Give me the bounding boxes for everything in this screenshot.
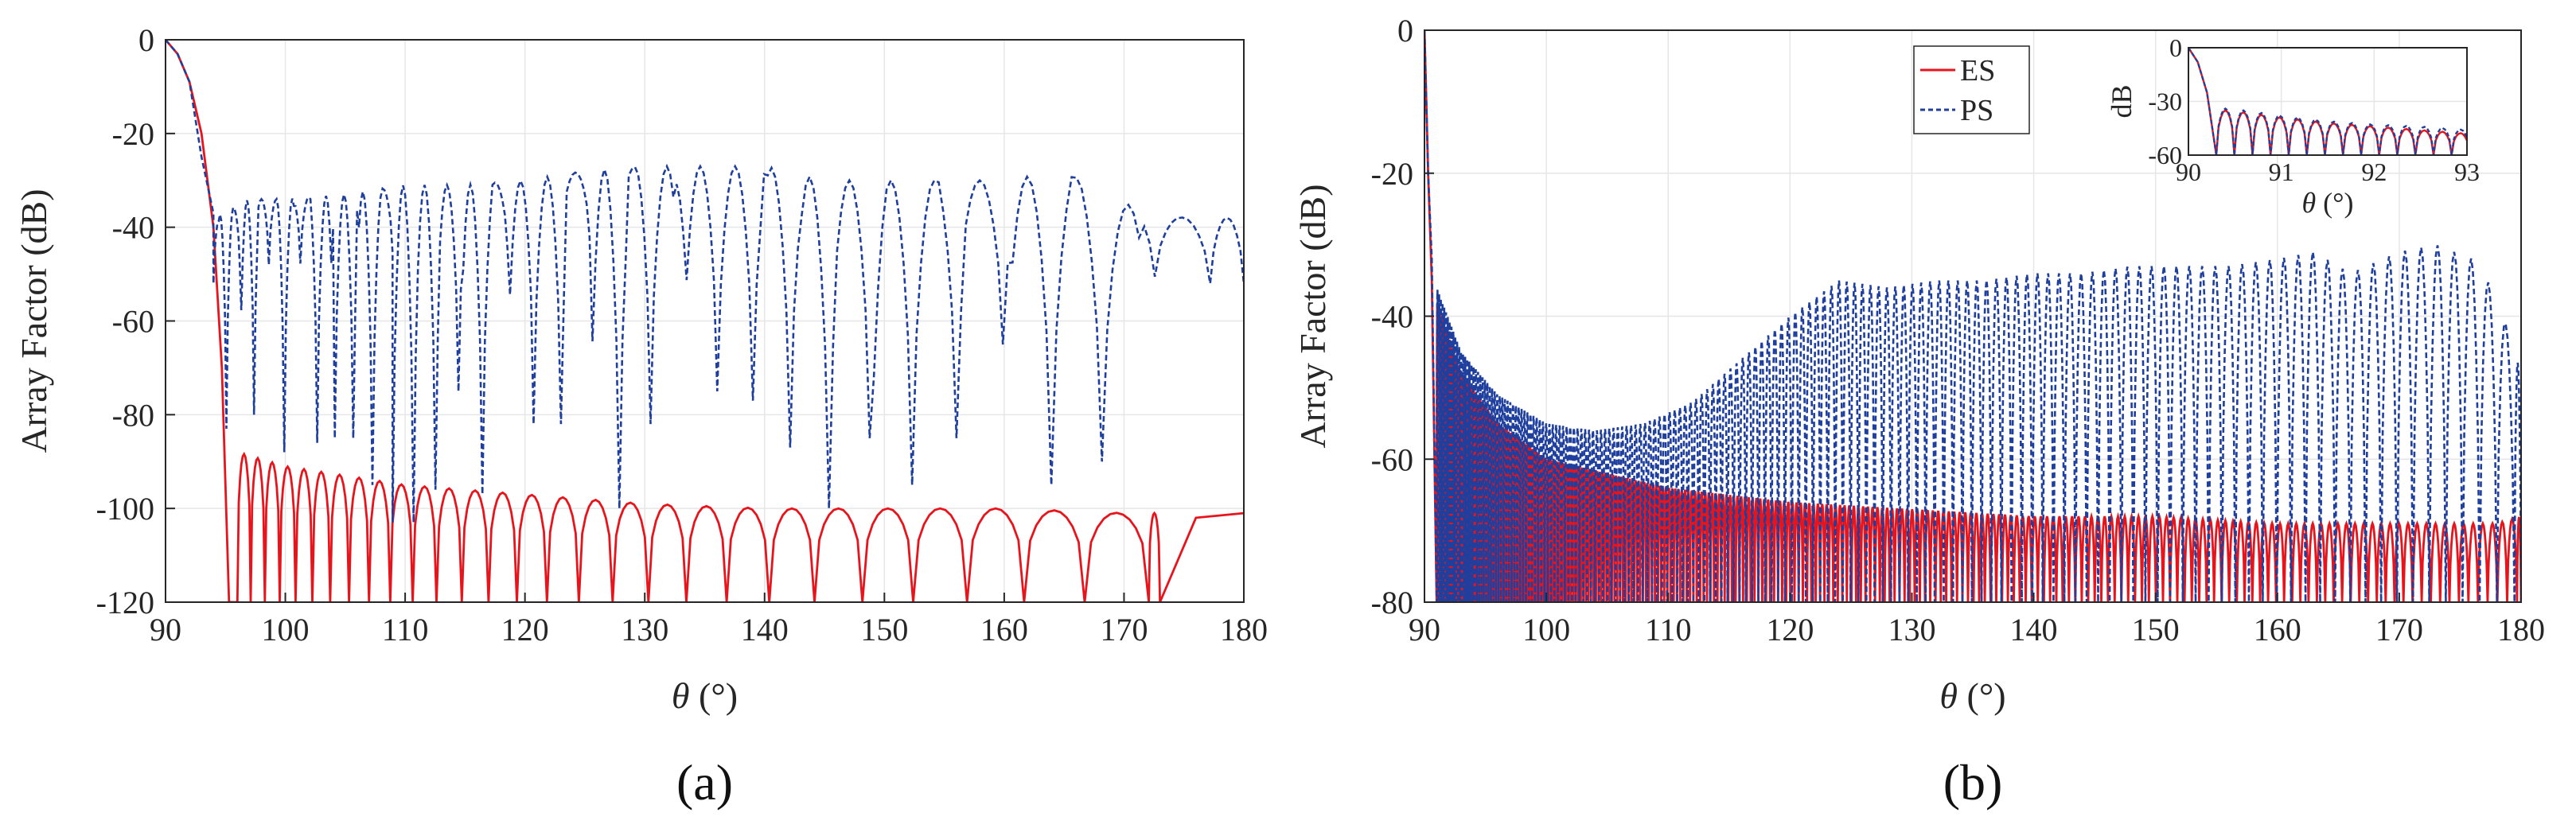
- y-tick-label: -80: [112, 397, 154, 433]
- x-tick-label: 110: [382, 612, 429, 648]
- series-line-ps: [166, 40, 1244, 523]
- x-tick-label: 130: [1888, 612, 1935, 648]
- inset-series-ps: [2188, 48, 2467, 155]
- x-tick-label: 120: [501, 612, 549, 648]
- inset-y-tick-label: -30: [2148, 88, 2182, 116]
- x-tick-label: 140: [741, 612, 789, 648]
- y-tick-label: -120: [96, 585, 154, 620]
- inset-x-tick-label: 90: [2176, 158, 2201, 186]
- x-tick-label: 110: [1645, 612, 1692, 648]
- inset-x-tick-label: 91: [2269, 158, 2294, 186]
- x-tick-label: 160: [2254, 612, 2301, 648]
- y-tick-label: -80: [1371, 585, 1413, 620]
- inset-x-tick-label: 92: [2361, 158, 2387, 186]
- y-tick-label: 0: [138, 22, 154, 58]
- inset-y-tick-label: 0: [2169, 33, 2182, 62]
- y-axis-label: Array Factor (dB): [14, 189, 54, 453]
- x-axis-label: θ (°): [1939, 675, 2005, 716]
- legend-label-ps: PS: [1960, 94, 1993, 127]
- y-tick-label: -20: [112, 116, 154, 152]
- y-tick-label: -100: [96, 491, 154, 527]
- x-tick-label: 170: [1100, 612, 1148, 648]
- plot-area: [166, 40, 1244, 602]
- inset-y-axis-label: dB: [2106, 84, 2138, 118]
- chart-a: 90 100 110 120 130 140 150 160 170 180 0 -20 -40 -60 -…: [14, 22, 1268, 811]
- x-tick-label: 150: [860, 612, 908, 648]
- x-tick-label: 160: [980, 612, 1028, 648]
- x-tick-label: 100: [262, 612, 310, 648]
- y-tick-label: -40: [112, 210, 154, 246]
- legend: ES PS: [1913, 45, 2030, 134]
- inset-chart: 90 91 92 93 0 -30 -60 θ (°) dB: [2106, 33, 2480, 219]
- panel-label: (a): [676, 754, 733, 811]
- x-tick-label: 100: [1522, 612, 1570, 648]
- x-tick-label: 170: [2375, 612, 2423, 648]
- y-tick-label: -40: [1371, 299, 1413, 335]
- legend-label-es: ES: [1960, 54, 1995, 88]
- x-tick-label: 140: [2010, 612, 2058, 648]
- x-tick-label: 130: [621, 612, 668, 648]
- series-line-ps: [1424, 30, 2521, 602]
- y-tick-label: 0: [1397, 13, 1413, 49]
- chart-b: 90 100 110 120 130 140 150 160 170 180 0 -20 -40 -60 -…: [1292, 13, 2545, 811]
- panel-label: (b): [1943, 754, 2003, 811]
- y-tick-label: -20: [1371, 156, 1413, 192]
- x-tick-label: 90: [1409, 612, 1440, 648]
- y-axis-label: Array Factor (dB): [1292, 184, 1333, 448]
- x-tick-label: 180: [1220, 612, 1268, 648]
- plot-area: [1424, 30, 2521, 602]
- x-tick-label: 90: [150, 612, 181, 648]
- y-tick-label: -60: [1371, 441, 1413, 477]
- y-tick-label: -60: [112, 304, 154, 340]
- inset-x-axis-label: θ (°): [2301, 187, 2353, 219]
- x-tick-label: 180: [2497, 612, 2545, 648]
- inset-y-tick-label: -60: [2148, 141, 2182, 169]
- x-tick-label: 120: [1766, 612, 1814, 648]
- x-tick-label: 150: [2132, 612, 2180, 648]
- series-line-es: [166, 40, 1244, 602]
- inset-x-tick-label: 93: [2454, 158, 2480, 186]
- x-axis-label: θ (°): [672, 675, 738, 716]
